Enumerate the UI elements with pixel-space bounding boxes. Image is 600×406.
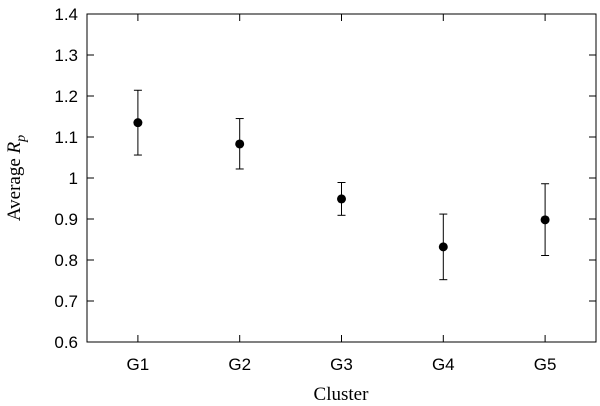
y-axis: 0.6 0.7 0.8 0.9 1 1.1 1.2 1.3 1.4	[54, 5, 596, 352]
data-point	[540, 215, 550, 225]
y-axis-title-var: R	[4, 141, 25, 154]
y-tick-label: 1.4	[54, 5, 78, 24]
x-tick-label: G3	[330, 355, 353, 374]
y-tick-label: 0.9	[54, 210, 78, 229]
x-tick-label: G1	[127, 355, 150, 374]
x-tick-label: G5	[534, 355, 557, 374]
data-point	[235, 139, 245, 149]
data-point	[337, 194, 346, 204]
y-tick-label: 1.3	[54, 46, 78, 65]
y-tick-label: 0.6	[54, 333, 78, 352]
x-tick-label: G4	[432, 355, 455, 374]
y-tick-label: 1.1	[54, 128, 78, 147]
y-tick-label: 1	[69, 169, 78, 188]
x-axis-title: Cluster	[314, 384, 370, 405]
y-tick-label: 0.8	[54, 251, 78, 270]
x-axis: G1 G2 G3 G4 G5	[127, 14, 557, 374]
data-point	[133, 118, 143, 128]
y-tick-label: 0.7	[54, 292, 78, 311]
y-axis-title-main: Average	[4, 153, 25, 221]
data-series	[133, 89, 550, 281]
y-tick-label: 1.2	[54, 87, 78, 106]
y-axis-title: Average Rp	[4, 135, 29, 221]
plot-frame	[86, 13, 597, 343]
y-axis-title-sub: p	[14, 135, 29, 143]
data-point	[438, 242, 448, 252]
x-tick-label: G2	[228, 355, 251, 374]
